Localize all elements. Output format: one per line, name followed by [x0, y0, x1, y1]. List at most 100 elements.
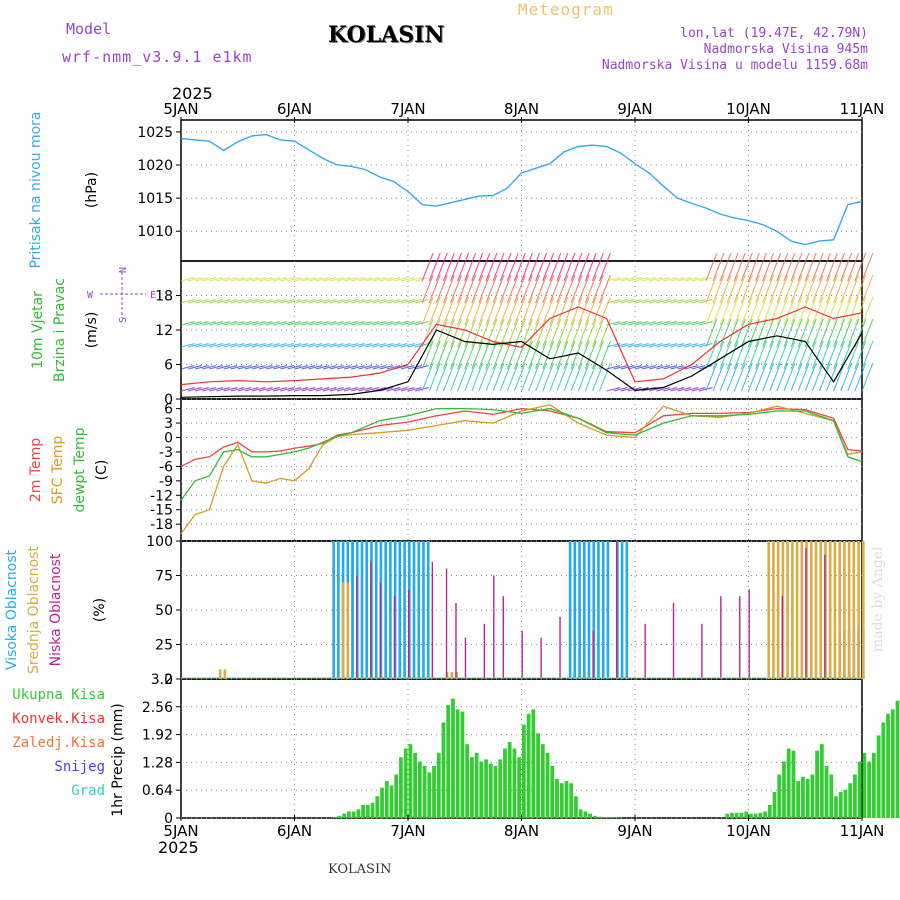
precip-bar	[564, 781, 569, 818]
wind-barb	[442, 362, 455, 392]
cloud-axis-label-2: Srednja Oblacnost	[26, 546, 42, 674]
wind-barb	[733, 362, 746, 392]
wind-barb	[180, 299, 195, 304]
y-tick-label: 1025	[137, 125, 173, 141]
y-tick-label: 0	[164, 392, 173, 408]
wind-barb	[641, 365, 656, 370]
wind-barb	[811, 274, 824, 304]
wind-barb	[351, 321, 365, 326]
wind-barb	[535, 296, 548, 326]
precip-legend-item: Snijeg	[54, 759, 105, 775]
wind-axis-label-1: 10m Vjetar	[30, 291, 46, 369]
wind-barb	[280, 299, 295, 304]
wind-barb	[301, 387, 316, 392]
wind-barb	[187, 387, 202, 392]
mid-cloud-bar	[852, 541, 856, 679]
precip-bar	[834, 796, 838, 818]
wind-barb	[613, 299, 628, 304]
wind-unit-label: (m/s)	[84, 312, 100, 349]
wind-barb	[492, 252, 505, 282]
precip-bar	[347, 811, 351, 818]
wind-barb	[322, 299, 337, 304]
precip-bar	[739, 812, 744, 818]
wind-barb	[847, 252, 860, 282]
wind-barb	[528, 362, 540, 392]
wind-barb	[195, 343, 209, 348]
wind-barb	[840, 318, 853, 348]
wind-barb	[280, 343, 295, 348]
wind-barb	[351, 343, 365, 348]
wind-barb	[414, 277, 429, 282]
wind-barb	[230, 387, 245, 392]
wind-barb	[386, 277, 401, 282]
wind-barb	[563, 274, 576, 304]
wind-barb	[634, 343, 649, 348]
model-name: wrf-nmm_v3.9.1 e1km	[62, 48, 253, 66]
precip-bar	[446, 705, 451, 818]
wind-barb	[719, 362, 732, 392]
mid-cloud-bar	[814, 541, 818, 679]
wind-barb	[861, 362, 874, 392]
wind-barb	[691, 277, 706, 282]
wind-barb	[209, 299, 224, 304]
wind-barb	[663, 277, 678, 282]
precip-bar	[801, 776, 805, 818]
wind-barb	[577, 274, 590, 304]
precip-bar	[569, 783, 574, 818]
wind-barb	[258, 387, 273, 392]
wind-barb	[485, 274, 498, 304]
wind-barb	[230, 277, 245, 282]
wind-barb	[641, 277, 656, 282]
wind-barb	[237, 365, 252, 370]
wind-barb	[379, 387, 394, 392]
wind-barb	[656, 343, 670, 348]
wind-barb	[591, 274, 604, 304]
wind-barb	[797, 340, 810, 370]
high-cloud-bar	[625, 541, 629, 679]
wind-barb	[358, 277, 373, 282]
wind-barb	[520, 274, 533, 304]
precip-bar	[455, 709, 460, 818]
precip-axis-label: 1hr Precip (mm)	[110, 703, 126, 816]
wind-barb	[379, 365, 394, 370]
wind-barb	[471, 362, 484, 392]
wind-barb	[414, 365, 429, 370]
precip-bar	[583, 811, 588, 818]
wind-barb	[485, 296, 498, 326]
wind-barb	[790, 318, 803, 348]
wind-barb	[280, 365, 295, 370]
wind-barb	[258, 343, 273, 348]
wind-barb	[804, 252, 817, 282]
temp-axis-label-2: SFC Temp	[50, 436, 66, 505]
wind-barb	[599, 340, 611, 370]
precip-bar	[895, 700, 900, 818]
wind-barb	[755, 362, 767, 392]
wind-barb	[740, 252, 753, 282]
precip-bar	[810, 774, 815, 818]
wind-barb	[478, 362, 491, 392]
wind-barb	[358, 343, 373, 348]
mid-cloud-bar	[767, 541, 771, 679]
wind-barb	[464, 252, 477, 282]
wind-barb	[656, 321, 670, 326]
wind-barb	[811, 252, 824, 282]
wind-barb	[365, 343, 380, 348]
wind-barb	[762, 362, 775, 392]
x-tick-label-top: 5JAN	[163, 100, 198, 118]
wind-barb	[747, 362, 760, 392]
wind-barb	[400, 321, 415, 326]
wind-barb	[492, 340, 505, 370]
wind-barb	[216, 365, 231, 370]
y-tick-label: 0	[164, 811, 173, 827]
wind-barb	[840, 274, 853, 304]
wind-barb	[180, 343, 195, 348]
precip-bar	[370, 802, 375, 818]
model-elevation-text: Nadmorska Visina u modelu 1159.68m	[601, 58, 868, 73]
x-tick-label-bottom: 10JAN	[726, 822, 771, 840]
chart-title: Meteogram	[518, 0, 614, 19]
precip-bar	[805, 778, 810, 818]
wind-barb	[670, 365, 685, 370]
wind-barb	[790, 274, 803, 304]
wind-barb	[478, 296, 491, 326]
y-tick-label: 18	[155, 289, 173, 305]
